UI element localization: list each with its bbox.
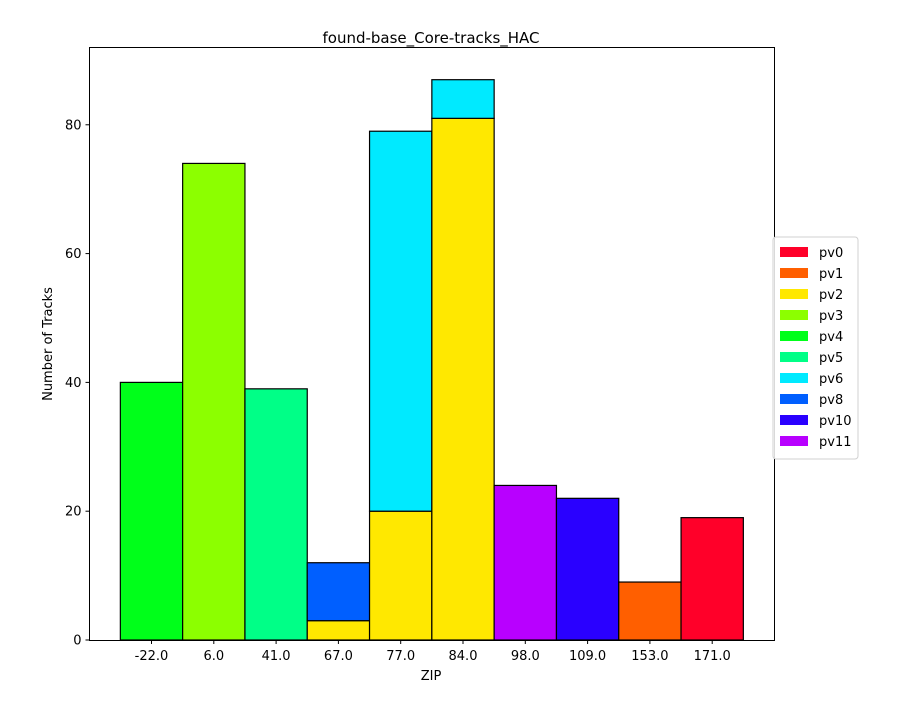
legend-label-pv11: pv11	[819, 435, 852, 450]
bar-pv5-2	[244, 388, 308, 641]
x-tick-label: 171.0	[694, 649, 731, 664]
legend-label-pv0: pv0	[819, 246, 843, 261]
legend-label-pv3: pv3	[819, 309, 843, 324]
x-tick-label: 109.0	[569, 649, 606, 664]
x-tick-label: 84.0	[449, 649, 478, 664]
bar-pv10-7	[555, 497, 620, 641]
legend-swatch-pv2	[780, 289, 808, 299]
bar-pv1-8	[618, 581, 682, 641]
bars-group	[119, 79, 744, 641]
x-tick-label: 41.0	[262, 649, 291, 664]
bar-pv6-4	[368, 130, 433, 512]
legend-label-pv2: pv2	[819, 288, 843, 303]
bar-pv2-4	[368, 510, 433, 641]
y-tick-label: 20	[65, 505, 82, 520]
y-axis-label: Number of Tracks	[41, 287, 56, 401]
chart-title: found-base_Core-tracks_HAC	[322, 29, 539, 48]
bar-pv2-3	[306, 620, 371, 641]
y-tick-label: 60	[65, 247, 82, 262]
x-tick-label: 6.0	[203, 649, 224, 664]
legend-label-pv5: pv5	[819, 351, 843, 366]
x-tick-label: 77.0	[386, 649, 415, 664]
legend-swatch-pv5	[780, 352, 808, 362]
legend-label-pv10: pv10	[819, 414, 852, 429]
bar-pv8-3	[306, 562, 371, 622]
bar-pv0-9	[680, 517, 744, 641]
bar-pv4-0	[119, 381, 184, 641]
x-tick-label: -22.0	[135, 649, 169, 664]
legend-label-pv4: pv4	[819, 330, 843, 345]
y-axis: 0 20 40 60 80	[65, 118, 90, 649]
legend-swatch-pv8	[780, 394, 808, 404]
bar-pv11-6	[493, 484, 558, 641]
x-axis: -22.0 6.0 41.0 67.0 77.0 84.0 98.0 109.0 153.0 17…	[135, 640, 731, 664]
legend-label-pv6: pv6	[819, 372, 843, 387]
legend-label-pv8: pv8	[819, 393, 843, 408]
x-axis-label: ZIP	[421, 669, 442, 684]
legend-swatch-pv11	[780, 436, 808, 446]
y-tick-label: 80	[65, 118, 82, 133]
x-tick-label: 67.0	[324, 649, 353, 664]
legend: pv0 pv1 pv2 pv3 pv4 pv5 pv6 pv8 pv10 pv11	[772, 236, 859, 460]
legend-swatch-pv1	[780, 268, 808, 278]
legend-swatch-pv6	[780, 373, 808, 383]
legend-label-pv1: pv1	[819, 267, 843, 282]
bar-pv2-5	[431, 117, 495, 641]
legend-swatch-pv10	[780, 415, 808, 425]
legend-swatch-pv0	[780, 247, 808, 257]
y-tick-label: 40	[65, 376, 82, 391]
legend-swatch-pv4	[780, 331, 808, 341]
y-tick-label: 0	[73, 634, 81, 649]
x-tick-label: 153.0	[631, 649, 668, 664]
legend-swatch-pv3	[780, 310, 808, 320]
bar-pv6-5	[431, 79, 495, 119]
bar-pv3-1	[182, 162, 246, 641]
x-tick-label: 98.0	[511, 649, 540, 664]
